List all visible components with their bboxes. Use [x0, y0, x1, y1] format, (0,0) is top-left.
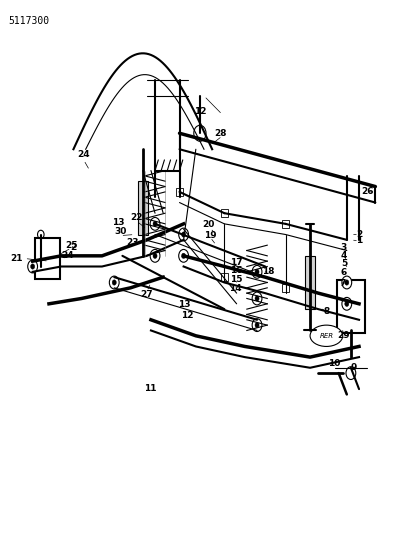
- Circle shape: [28, 260, 38, 273]
- Circle shape: [194, 125, 206, 141]
- Bar: [221, 273, 228, 281]
- Text: 29: 29: [338, 332, 350, 340]
- FancyBboxPatch shape: [138, 181, 148, 235]
- Circle shape: [31, 264, 35, 269]
- Text: 28: 28: [214, 129, 226, 138]
- Text: 2: 2: [356, 230, 362, 239]
- Circle shape: [182, 253, 186, 259]
- Text: 24: 24: [78, 150, 90, 159]
- Circle shape: [342, 297, 352, 310]
- Text: 26: 26: [361, 188, 373, 196]
- Text: 5: 5: [341, 260, 347, 268]
- FancyBboxPatch shape: [337, 280, 365, 333]
- Text: 2: 2: [70, 244, 77, 252]
- Circle shape: [150, 217, 160, 230]
- Circle shape: [153, 253, 157, 259]
- Circle shape: [345, 301, 349, 306]
- Text: 25: 25: [65, 241, 78, 249]
- Text: 16: 16: [230, 266, 242, 275]
- Text: 17: 17: [231, 258, 243, 266]
- FancyBboxPatch shape: [305, 256, 315, 309]
- Circle shape: [252, 319, 262, 332]
- Circle shape: [179, 228, 188, 241]
- Text: 7: 7: [339, 279, 346, 288]
- Text: 12: 12: [181, 311, 193, 320]
- Text: 18: 18: [262, 268, 275, 276]
- Circle shape: [179, 249, 188, 262]
- Text: 12: 12: [194, 108, 206, 116]
- Text: 21: 21: [10, 254, 22, 263]
- Text: 4: 4: [341, 252, 347, 260]
- Text: 11: 11: [144, 384, 156, 392]
- Circle shape: [255, 322, 259, 328]
- Circle shape: [109, 276, 119, 289]
- Circle shape: [252, 265, 262, 278]
- Text: 5117300: 5117300: [8, 16, 49, 26]
- Circle shape: [182, 232, 186, 237]
- Text: 3: 3: [341, 244, 347, 252]
- Bar: [221, 209, 228, 217]
- Bar: [282, 220, 289, 228]
- Text: 20: 20: [202, 221, 214, 229]
- FancyBboxPatch shape: [35, 238, 60, 279]
- Ellipse shape: [310, 325, 343, 346]
- Circle shape: [150, 249, 160, 262]
- Text: 24: 24: [61, 252, 73, 260]
- Circle shape: [255, 269, 259, 274]
- Text: 8: 8: [323, 308, 330, 316]
- Text: 13: 13: [112, 219, 124, 227]
- Bar: [282, 284, 289, 292]
- Text: 22: 22: [131, 213, 143, 222]
- Text: 27: 27: [140, 290, 152, 298]
- Text: RER: RER: [319, 333, 333, 339]
- Text: 30: 30: [114, 228, 126, 236]
- Text: 10: 10: [328, 359, 340, 368]
- Text: 15: 15: [230, 276, 242, 284]
- Text: 23: 23: [126, 238, 139, 247]
- Circle shape: [112, 280, 116, 285]
- Text: 14: 14: [230, 285, 242, 293]
- Circle shape: [342, 276, 352, 289]
- Circle shape: [255, 296, 259, 301]
- Text: 9: 9: [351, 364, 357, 372]
- Circle shape: [153, 221, 157, 227]
- Text: 6: 6: [341, 269, 347, 277]
- Text: 13: 13: [178, 301, 191, 309]
- Circle shape: [345, 280, 349, 285]
- Text: 1: 1: [356, 237, 362, 245]
- Text: 19: 19: [204, 231, 216, 240]
- Bar: [176, 188, 183, 196]
- Circle shape: [252, 292, 262, 305]
